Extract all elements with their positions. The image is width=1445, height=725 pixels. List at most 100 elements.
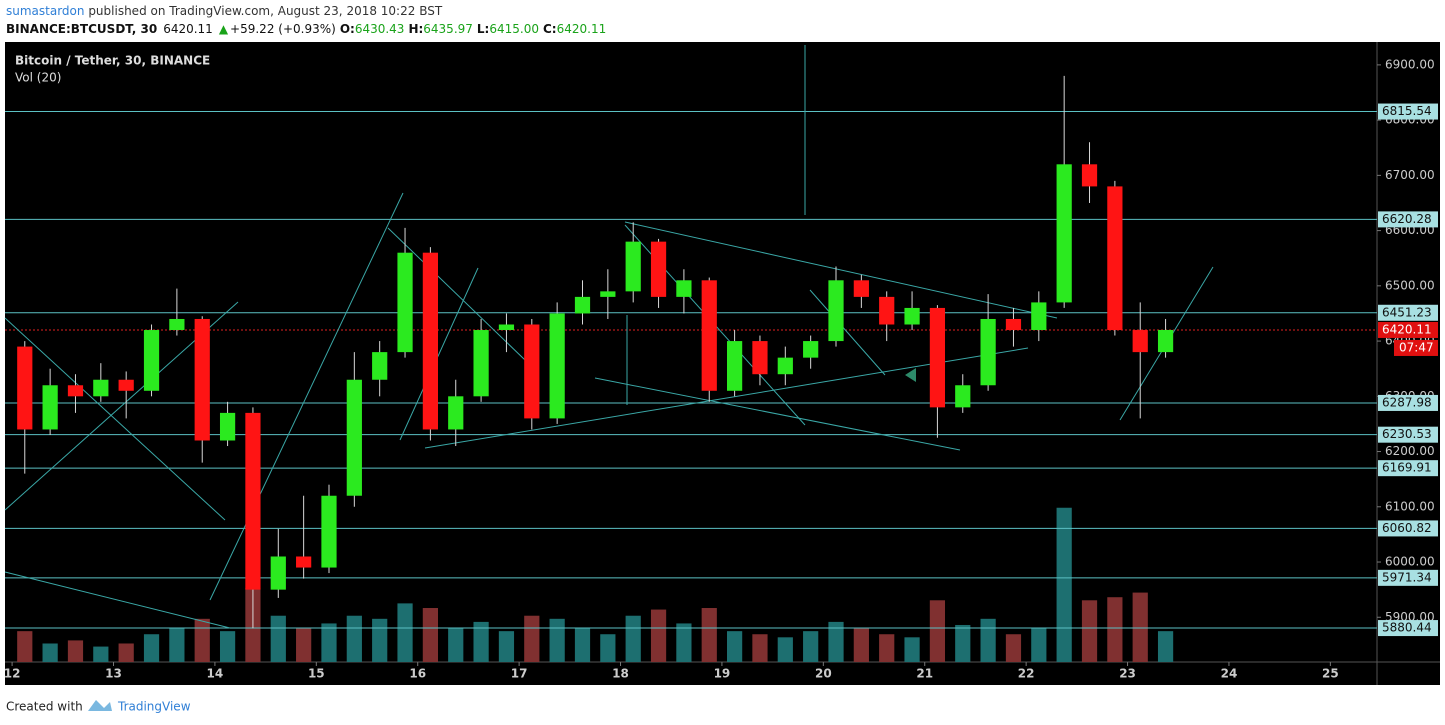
change: +59.22 (+0.93%) [230,22,336,36]
candle-body [296,556,312,568]
volume-bar [422,608,438,662]
level-label-box [1378,304,1438,321]
volume-bar [853,628,869,662]
candle-body [777,357,793,375]
candle-body [549,313,565,419]
volume-bar [1005,634,1022,662]
level-label: 6060.82 [1382,521,1432,535]
volume-bar [473,621,489,662]
candle-body [245,412,261,590]
volume-bar [1107,597,1123,662]
volume-bar [219,631,236,662]
y-tick-label: 6000.00 [1385,555,1435,569]
level-label-box [1378,394,1438,411]
l-label: L: [477,22,489,36]
candle-body [422,252,438,430]
volume-bar [701,608,717,662]
volume-bar [194,618,210,662]
brand-logo [88,700,112,711]
volume-bar [93,646,109,662]
volume-bar [17,631,33,662]
author[interactable]: sumastardon [6,4,85,18]
candle-body [321,495,337,568]
high: 6435.97 [423,22,473,36]
x-tick-label: 23 [1119,667,1136,681]
chart-subtitle: Vol (20) [15,71,61,85]
volume-bar [777,637,793,662]
x-tick-label: 13 [105,667,122,681]
volume-bar [524,615,540,662]
footer-brand[interactable]: TradingView [117,700,191,714]
last-price-box [1378,321,1438,338]
candle-body [473,330,489,397]
trend-line [209,192,404,601]
candle-body [955,385,971,408]
header-line: sumastardon published on TradingView.com… [6,4,443,18]
candle-body [143,330,160,391]
candle-body [752,341,768,375]
level-label-box [1378,426,1438,443]
candle-body [1081,164,1098,187]
y-tick-label: 6700.00 [1385,168,1435,182]
low: 6415.00 [489,22,539,36]
candle-body [1157,329,1174,353]
volume-bar [929,600,946,662]
candle-body [372,352,388,380]
volume-bar [1132,592,1148,662]
candle-body [42,385,58,430]
candle-body [498,324,515,331]
y-tick-label: 6500.00 [1385,278,1435,292]
level-label: 6287.98 [1382,395,1432,409]
h-label: H: [408,22,423,36]
y-tick-label: 6100.00 [1385,499,1435,513]
trend-line [594,377,961,451]
volume-bar [270,615,286,662]
volume-bar [980,618,996,662]
level-label: 6620.28 [1382,212,1432,226]
volume-bar [650,609,667,662]
level-label: 5971.34 [1382,570,1432,584]
candle-body [574,296,591,314]
candle-body [1056,164,1072,303]
x-tick-label: 18 [612,667,629,681]
candle-body [17,346,33,430]
trend-line [4,571,231,629]
published: published on TradingView.com, August 23,… [85,4,443,18]
x-tick-label: 12 [4,667,21,681]
x-tick-label: 20 [815,667,832,681]
candle-body [448,396,464,430]
last: 6420.11 [163,22,213,36]
volume-bar [752,634,768,662]
volume-bar [879,634,895,662]
candle-body [346,379,362,496]
candle-body [701,280,717,391]
candle-body [980,318,996,386]
footer-text: Created with [6,700,83,714]
open: 6430.43 [355,22,405,36]
candle-body [270,556,286,590]
x-tick-label: 19 [714,667,731,681]
level-label: 6230.53 [1382,427,1432,441]
candle-body [524,324,540,419]
candle-body [397,252,413,353]
volume-bar [1031,628,1047,662]
candle-body [853,280,869,297]
volume-bar [372,618,388,662]
arrow: ▲ [219,22,229,36]
volume-bar [574,628,591,662]
candle-body [219,412,236,441]
candle-body [1132,330,1148,353]
level-label-box [1378,103,1438,120]
drawings [4,45,1214,629]
volume-bar [296,628,312,662]
volume-bar [118,643,134,662]
volume-bar [143,634,160,662]
candle-body [169,318,185,331]
volume-bar [321,623,337,662]
countdown-box [1394,339,1438,356]
x-tick-label: 22 [1018,667,1035,681]
candle-body [194,318,210,441]
x-tick-label: 15 [308,667,325,681]
volume-bar [448,628,464,662]
